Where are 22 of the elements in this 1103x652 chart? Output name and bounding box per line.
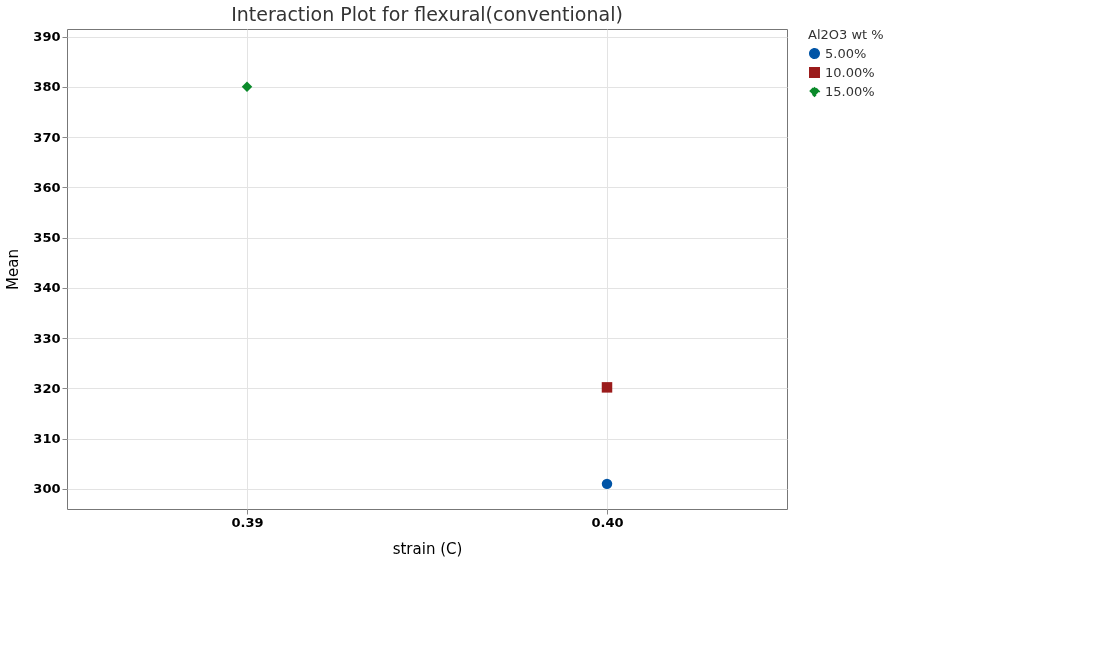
y-tick-label: 320 (33, 380, 61, 396)
point (601, 478, 613, 490)
y-tick-label: 330 (33, 330, 61, 346)
x-tick-label: 0.40 (591, 514, 624, 530)
chart-title: Interaction Plot for flexural(conventional) (231, 3, 623, 25)
y-axis-title: Mean (4, 249, 23, 290)
y-tick-label: 370 (33, 129, 61, 145)
y-tick-label: 300 (33, 481, 61, 497)
x-axis-title: strain (C) (392, 539, 463, 558)
legend-label: 5.00% (825, 45, 867, 61)
legend-label: 15.00% (825, 83, 875, 99)
legend-label: 10.00% (825, 64, 875, 80)
y-tick-label: 390 (33, 29, 61, 45)
legend-title: Al2O3 wt % (808, 27, 884, 42)
y-tick-label: 340 (33, 280, 61, 296)
point (241, 81, 253, 93)
y-tick-label: 360 (33, 179, 61, 195)
y-tick-label: 350 (33, 230, 61, 246)
y-tick-label: 310 (33, 431, 61, 447)
y-tick-label: 380 (33, 79, 61, 95)
point (601, 382, 613, 393)
x-tick-label: 0.39 (231, 514, 264, 530)
